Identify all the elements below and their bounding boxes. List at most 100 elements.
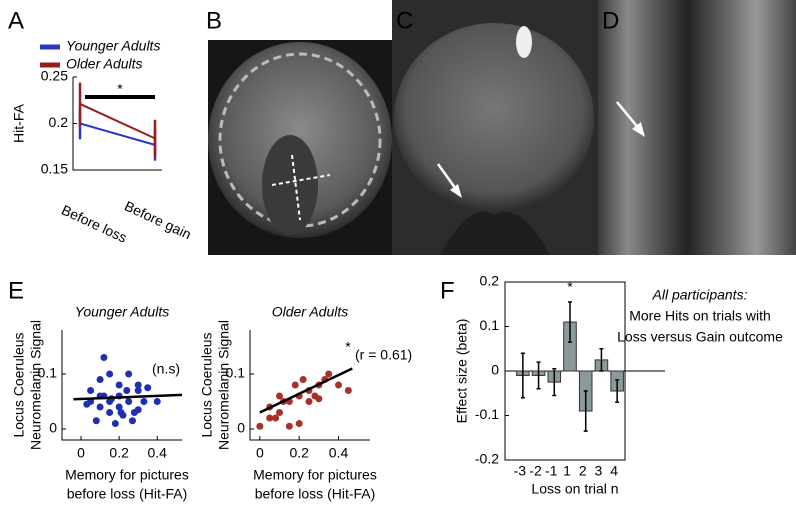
- panel-letter: F: [440, 277, 455, 304]
- point: [106, 409, 114, 416]
- panel-letter: C: [396, 7, 413, 34]
- x-axis-label: before loss (Hit-FA): [255, 486, 376, 502]
- y-tick-label: -0.1: [475, 406, 499, 422]
- panel-letter: A: [8, 7, 24, 34]
- point: [125, 398, 133, 405]
- point: [291, 381, 299, 389]
- x-axis-label: before loss (Hit-FA): [67, 486, 188, 502]
- fit-line: [73, 393, 183, 401]
- note: Loss versus Gain outcome: [617, 329, 783, 345]
- x-tick-label: 0.4: [329, 445, 349, 461]
- y-axis-label: Locus Coeruleus: [199, 332, 215, 437]
- fit-line: [259, 367, 353, 414]
- y-axis-label: Effect size (beta): [454, 319, 470, 424]
- point: [134, 387, 142, 394]
- y-tick-label: 0.15: [41, 161, 68, 177]
- y-tick-label: 0.2: [480, 273, 500, 289]
- y-tick-label: 0: [49, 420, 57, 436]
- point: [134, 406, 142, 414]
- point: [115, 403, 123, 411]
- annotation: (n.s): [152, 361, 180, 377]
- x-tick-label: 0.4: [148, 445, 168, 461]
- x-axis-label: Loss on trial n: [531, 481, 618, 497]
- note: More Hits on trials with: [629, 308, 771, 324]
- point: [140, 398, 148, 405]
- x-tick-label: 0: [77, 445, 85, 461]
- point: [256, 422, 264, 430]
- significance-star: *: [117, 81, 123, 97]
- point: [111, 420, 119, 427]
- point: [325, 370, 333, 378]
- x-axis-label: Memory for pictures: [65, 467, 189, 483]
- point: [276, 392, 284, 400]
- error-bar: [520, 352, 525, 399]
- y-tick-label: 0.25: [41, 68, 68, 84]
- legend-label: Older Adults: [66, 56, 143, 72]
- x-tick-label: 0.2: [289, 445, 309, 461]
- point: [266, 414, 274, 422]
- point: [128, 417, 136, 425]
- x-tick-label: 4: [610, 463, 618, 479]
- x-tick-label: Before gain: [122, 198, 194, 243]
- point: [100, 354, 108, 361]
- error-bar: [615, 379, 620, 403]
- point: [134, 381, 142, 389]
- significance-star: *: [567, 279, 573, 295]
- error-bar: [552, 368, 557, 397]
- point: [153, 398, 161, 405]
- point: [276, 409, 284, 416]
- y-tick-label: 0.2: [49, 114, 69, 130]
- point: [92, 417, 100, 425]
- panel-letter: B: [206, 7, 222, 34]
- error-bar: [568, 301, 572, 343]
- y-tick-label: 0.1: [226, 365, 246, 381]
- error-bar: [536, 361, 541, 390]
- point: [96, 376, 104, 383]
- x-tick-label: 3: [595, 463, 603, 479]
- point: [295, 420, 303, 427]
- y-tick-label: -0.2: [475, 451, 499, 467]
- mri-sagittal: [208, 40, 392, 255]
- point: [285, 422, 293, 430]
- x-tick-label: -3: [514, 463, 527, 479]
- point: [125, 370, 133, 378]
- point: [83, 400, 91, 408]
- point: [115, 381, 123, 389]
- x-axis-label: Memory for pictures: [253, 467, 377, 483]
- y-axis-label: Locus Coeruleus: [11, 332, 27, 437]
- panel-title: Older Adults: [272, 304, 349, 320]
- point: [305, 398, 313, 405]
- x-tick-label: 1: [563, 463, 571, 479]
- y-tick-label: 0: [237, 420, 245, 436]
- y-tick-label: 0.1: [480, 317, 500, 333]
- series-line: [79, 103, 156, 140]
- x-tick-label: -1: [545, 463, 558, 479]
- x-tick-label: 0: [256, 445, 264, 461]
- point: [96, 403, 104, 411]
- point: [144, 384, 152, 392]
- point: [123, 387, 131, 394]
- panel-title: Younger Adults: [75, 304, 169, 320]
- annotation: (r = 0.61): [355, 347, 412, 363]
- point: [344, 387, 352, 394]
- y-tick-label: 0: [491, 362, 499, 378]
- legend-label: Younger Adults: [66, 38, 160, 54]
- y-tick-label: 0.1: [38, 365, 58, 381]
- series-line: [79, 122, 156, 146]
- axis: [249, 330, 370, 441]
- mri-axial: [392, 0, 598, 255]
- significance-star: *: [345, 339, 351, 355]
- panel-letter: D: [602, 7, 619, 34]
- point: [299, 376, 307, 383]
- y-axis-label: Hit-FA: [11, 103, 27, 143]
- note: All participants:: [652, 287, 748, 303]
- point: [87, 387, 95, 394]
- x-tick-label: Before loss: [59, 202, 129, 246]
- x-tick-label: -2: [529, 463, 542, 479]
- error-bar: [599, 348, 604, 372]
- mri-coronal: [598, 0, 796, 255]
- panel-letter: E: [8, 277, 24, 304]
- error-bar: [583, 390, 588, 432]
- y-axis-label: Neuromelanin Signal: [28, 320, 44, 450]
